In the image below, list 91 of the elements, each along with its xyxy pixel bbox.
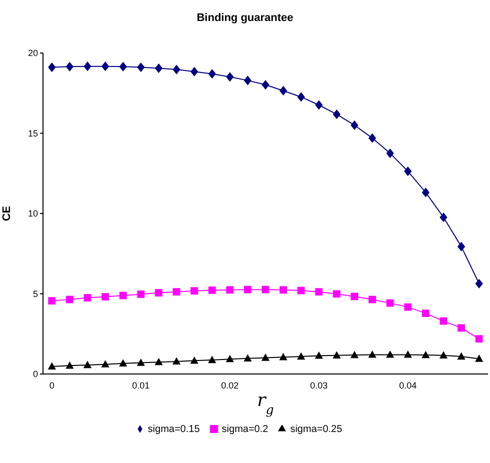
point [172,288,180,296]
point [155,289,162,296]
x-tick-label: 0.04 [399,380,417,390]
point [404,166,412,176]
point [208,69,216,78]
point [368,351,376,358]
point [280,286,287,294]
point [190,67,198,76]
point [172,358,180,365]
point [333,110,340,119]
point [208,356,216,364]
point [422,188,430,197]
point [137,290,145,298]
point [244,76,252,85]
x-tick-label: 0 [49,380,54,390]
point [48,297,56,305]
point [350,120,358,130]
x-tick-label: 0.01 [132,380,150,390]
point [458,324,465,332]
legend-label: sigma=0.15 [148,424,200,435]
x-axis-title: r$_{g}$ [257,390,274,416]
point [66,296,74,304]
y-axis-title: CE [1,206,13,222]
point [119,62,127,72]
point [48,62,56,72]
point [386,299,394,307]
point [155,358,162,366]
point [102,293,109,300]
point [333,290,340,298]
point [475,335,483,343]
point [155,64,162,73]
point [244,354,252,362]
point [190,356,198,364]
point [262,354,270,361]
point [368,296,376,304]
point [226,355,234,362]
point [66,62,74,72]
point [102,360,109,368]
x-tick-label: 0.02 [221,380,239,390]
point [137,359,145,366]
point [244,286,252,294]
point [119,360,127,366]
point [458,242,465,252]
y-tick-label: 0 [32,369,38,380]
x-tick-label: 0.03 [310,380,328,390]
point [262,80,270,90]
point [386,351,394,358]
legend-label: sigma=0.25 [290,424,342,435]
point [66,362,74,369]
point [422,310,430,318]
point [190,287,198,295]
point [404,351,412,358]
point [84,294,92,302]
y-tick-label: 10 [28,208,38,219]
point [84,361,92,368]
point [404,303,412,311]
point [440,317,448,325]
point [208,286,216,294]
point [475,355,483,362]
point [386,148,394,158]
y-tick-label: 20 [28,48,38,58]
point [297,352,305,360]
point [458,352,465,360]
point [333,352,340,358]
point [350,351,358,358]
point [280,353,287,360]
point [440,212,448,222]
point [350,292,358,300]
legend-label: sigma=0.2 [222,424,268,435]
point [119,292,127,300]
point [172,65,180,74]
point [48,362,56,370]
point [440,352,448,358]
point [226,286,234,294]
point [280,86,287,96]
point [297,286,305,294]
point [315,352,323,359]
point [262,286,270,294]
y-tick-label: 15 [28,128,38,138]
point [475,279,483,288]
point [137,62,145,72]
chart-title: Binding guarantee [196,11,294,26]
point [368,134,376,143]
point [315,100,323,110]
point [422,351,430,358]
point [84,62,92,71]
point [315,288,323,296]
point [226,72,234,82]
point [102,62,109,71]
point [297,92,305,102]
y-tick-label: 5 [32,288,38,299]
